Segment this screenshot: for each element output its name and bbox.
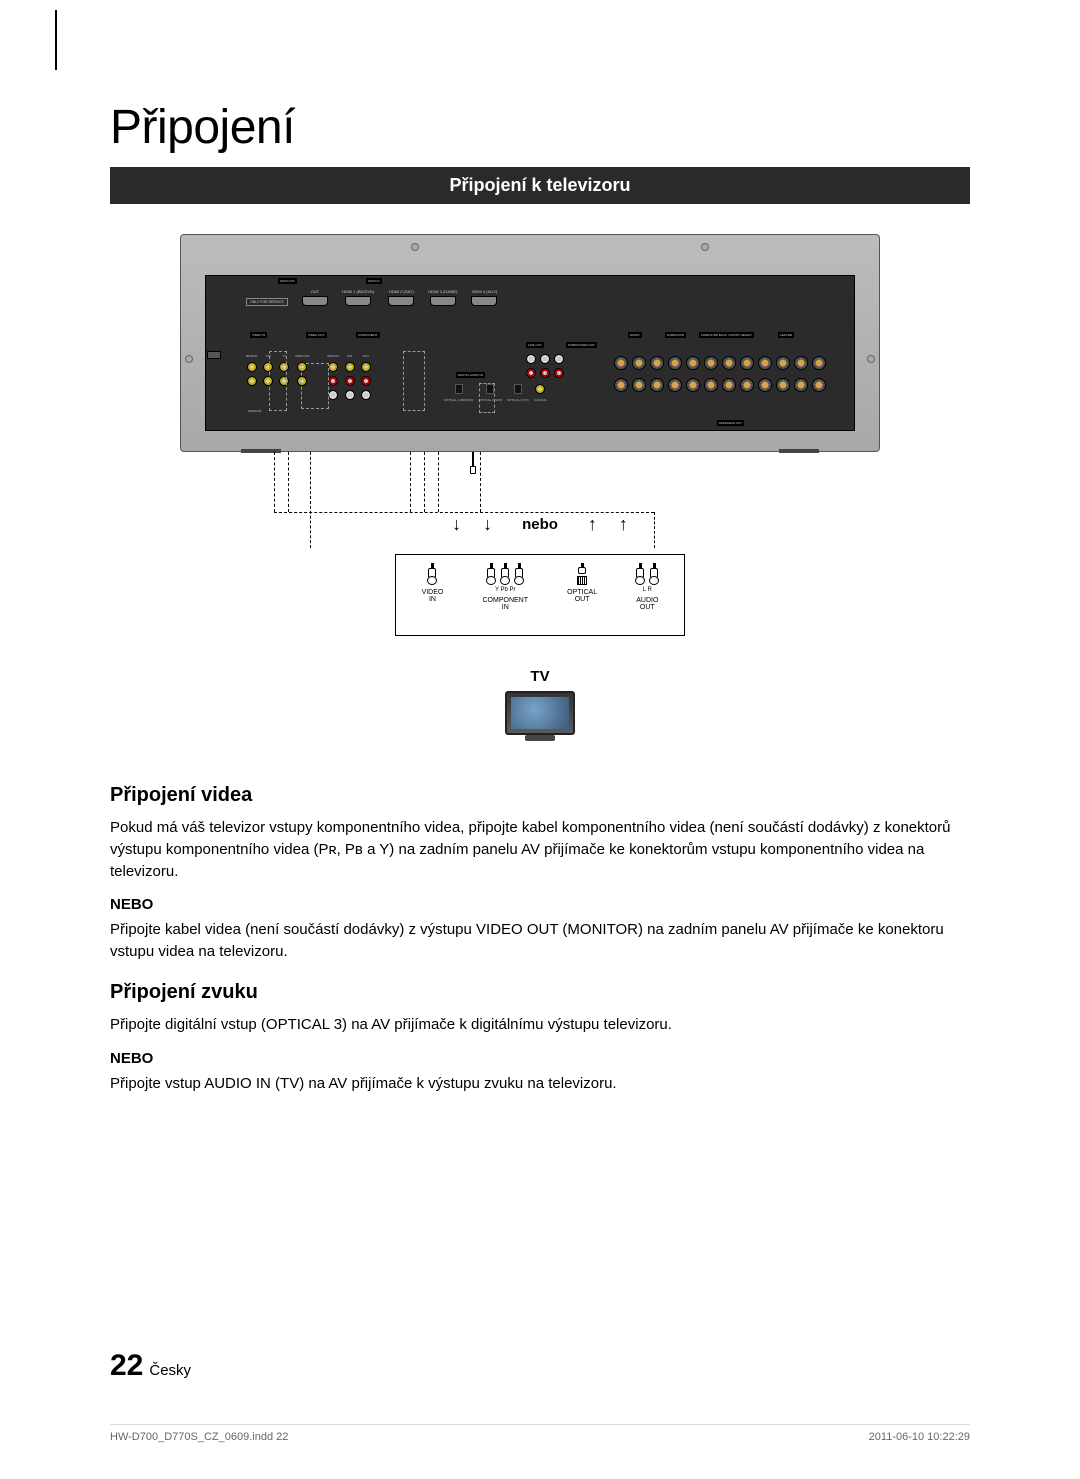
hdmi-row: ONLY FOR SERVICE OUT HDMI 1 (BD/DVD) HDM… xyxy=(246,290,497,306)
hdmi-1-port: HDMI 1 (BD/DVD) xyxy=(342,290,374,306)
print-footer: HW-D700_D770S_CZ_0609.indd 22 2011-06-10… xyxy=(110,1424,970,1443)
line-out-label: LINE OUT xyxy=(526,342,544,348)
hdmi-out-port: OUT xyxy=(302,290,328,306)
crop-mark xyxy=(55,10,57,70)
guide-optical3 xyxy=(479,383,495,413)
tv-device: TV xyxy=(505,668,575,735)
cable-line xyxy=(274,452,275,512)
audio-paragraph-2: Připojte vstup AUDIO IN (TV) na AV přijí… xyxy=(110,1073,970,1095)
screw-icon xyxy=(185,355,193,363)
tv-video-in: VIDEO IN xyxy=(422,563,444,603)
cable-line xyxy=(274,512,654,513)
digital-audio-ports: OPTICAL 1 (BD/DVD) OPTICAL 2 (SAT) OPTIC… xyxy=(444,384,547,402)
cable-plug-icon xyxy=(470,452,476,474)
audio-connection-heading: Připojení zvuku xyxy=(110,981,970,1004)
receiver-foot xyxy=(241,449,281,453)
cable-line xyxy=(410,452,411,512)
cable-line xyxy=(438,452,439,512)
cable-line xyxy=(480,452,481,512)
cable-line xyxy=(310,452,311,548)
section-banner: Připojení k televizoru xyxy=(110,167,970,204)
tv-component-in: Y Pb Pr COMPONENT IN xyxy=(483,563,529,611)
tv-optical-out: OPTICAL OUT xyxy=(567,563,597,603)
arrows-nebo-row: nebo xyxy=(452,514,628,535)
arrow-up-icon xyxy=(619,514,628,535)
component-label: COMPONENT xyxy=(356,332,380,338)
footer-timestamp: 2011-06-10 10:22:29 xyxy=(869,1431,970,1443)
hdmi-in-label: HDMI IN xyxy=(366,278,382,284)
screw-icon xyxy=(411,243,419,251)
arrow-up-icon xyxy=(588,514,597,535)
video-connection-heading: Připojení videa xyxy=(110,784,970,807)
tv-audio-out: L R AUDIO OUT xyxy=(636,563,658,611)
subwoofer-label: SUBWOOFER OUT xyxy=(566,342,597,348)
tv-label: TV xyxy=(505,668,575,685)
guide-audio-tv xyxy=(269,351,287,411)
cable-line xyxy=(424,452,425,512)
footer-file: HW-D700_D770S_CZ_0609.indd 22 xyxy=(110,1431,288,1443)
page-number: 22Česky xyxy=(110,1349,191,1383)
speakers-out-label: SPEAKERS OUT xyxy=(717,420,744,426)
receiver-foot xyxy=(779,449,819,453)
fm-antenna: FM ANT xyxy=(207,345,221,359)
hdmi-2-port: HDMI 2 (SAT) xyxy=(388,290,414,306)
lineout-ports xyxy=(526,354,564,378)
service-label: ONLY FOR SERVICE xyxy=(246,298,288,306)
cable-line xyxy=(288,452,289,512)
video-out-label: VIDEO OUT xyxy=(306,332,327,338)
spk-surround-label: SURROUND xyxy=(665,332,686,338)
hdmi-4-port: HDMI 4 (AUX) xyxy=(471,290,497,306)
digital-audio-in-label: DIGITAL AUDIO IN xyxy=(456,372,485,378)
hdmi-3-port: HDMI 3 (GAME) xyxy=(428,290,457,306)
audio-paragraph-1: Připojte digitální vstup (OPTICAL 3) na … xyxy=(110,1014,970,1036)
spk-center-label: CENTER xyxy=(778,332,794,338)
video-paragraph-2: Připojte kabel videa (není součástí dodá… xyxy=(110,919,970,963)
screw-icon xyxy=(701,243,709,251)
video-paragraph-1: Pokud má váš televizor vstupy komponentn… xyxy=(110,817,970,882)
av-receiver-back: IMPEDANCE 6~8Ω HDMI OUT HDMI IN ONLY FOR… xyxy=(180,234,880,452)
tv-connector-panel: VIDEO IN Y Pb Pr COMPONENT IN OPTICAL OU… xyxy=(395,554,685,636)
page-title: Připojení xyxy=(110,100,970,155)
spk-sb-label: SURROUND BACK / FRONT HEIGHT xyxy=(699,332,754,338)
speaker-terminals xyxy=(614,356,826,392)
arrow-down-icon xyxy=(483,514,492,535)
spk-front-label: FRONT xyxy=(628,332,642,338)
nebo-label: nebo xyxy=(514,514,566,535)
tv-icon xyxy=(505,691,575,735)
service-port: ONLY FOR SERVICE xyxy=(246,298,288,306)
cable-line xyxy=(654,512,655,548)
guide-monitor-out xyxy=(301,363,329,409)
guide-component-out xyxy=(403,351,425,411)
nebo-heading-2: NEBO xyxy=(110,1050,970,1067)
connection-diagram: IMPEDANCE 6~8Ω HDMI OUT HDMI IN ONLY FOR… xyxy=(110,234,970,764)
arrow-down-icon xyxy=(452,514,461,535)
audio-in-label: AUDIO IN xyxy=(246,408,263,414)
screw-icon xyxy=(867,355,875,363)
hdmi-out-label: HDMI OUT xyxy=(278,278,297,284)
rca-bddvd: BD/DVD xyxy=(246,354,257,400)
nebo-heading: NEBO xyxy=(110,896,970,913)
video-in-label: VIDEO IN xyxy=(250,332,267,338)
